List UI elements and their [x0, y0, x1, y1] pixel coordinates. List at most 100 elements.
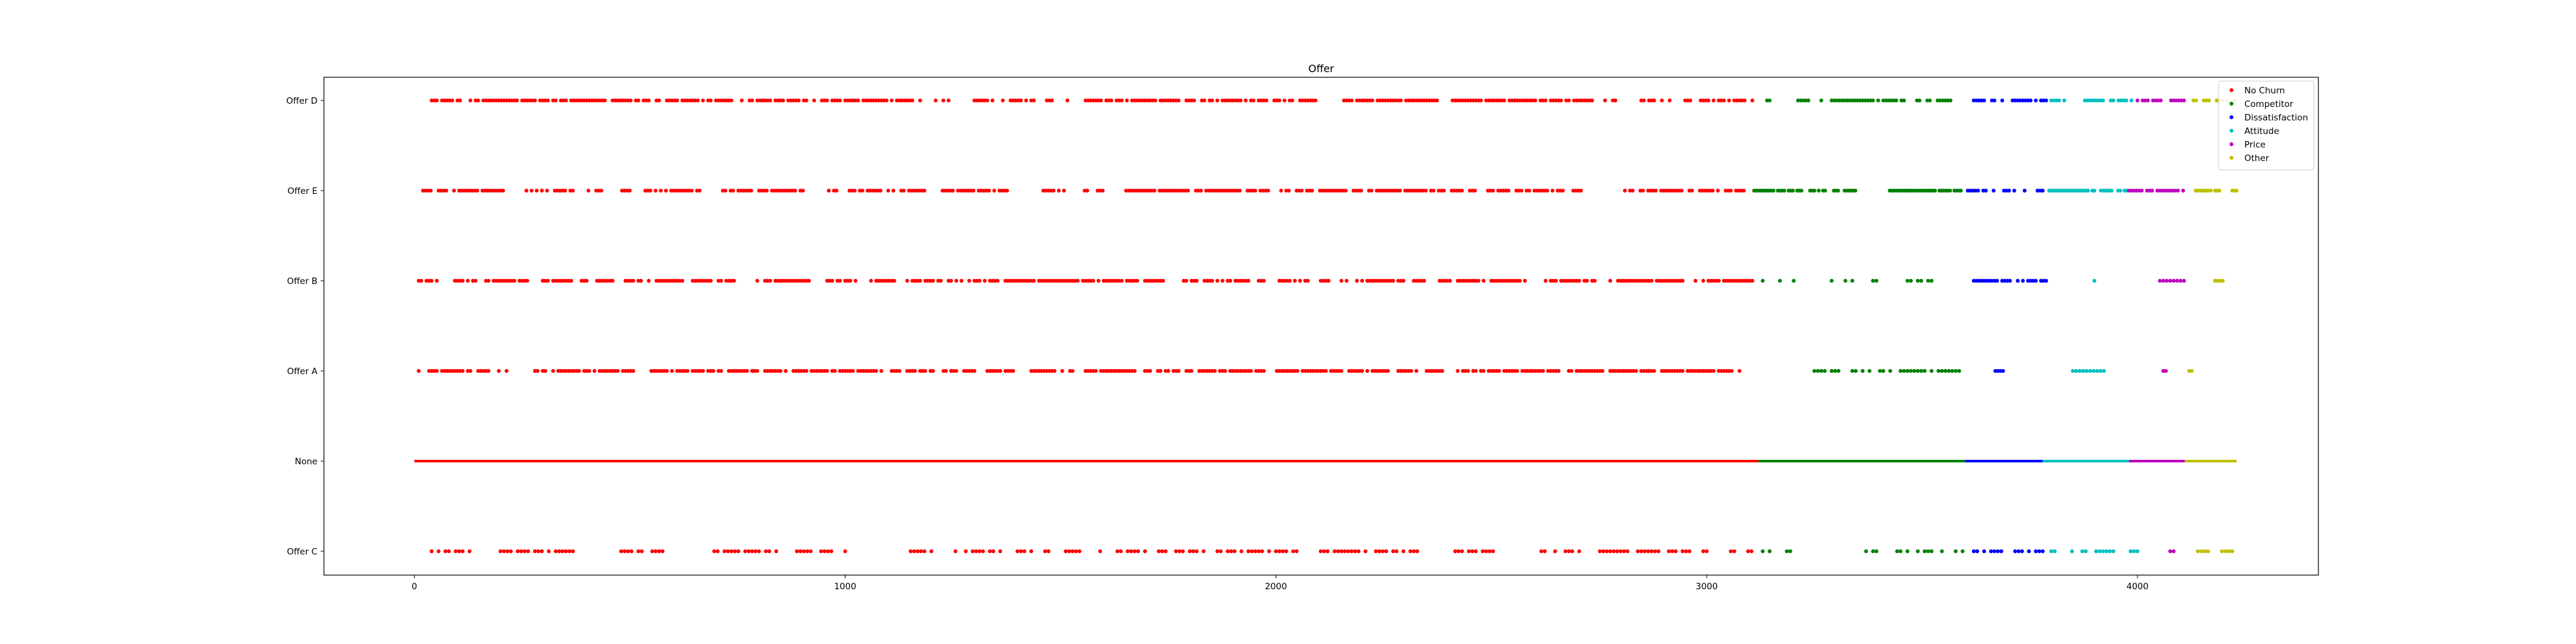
point	[1746, 549, 1750, 553]
point	[533, 99, 537, 102]
point	[1600, 369, 1605, 373]
point	[2111, 549, 2116, 553]
point	[1522, 279, 1527, 283]
point	[1721, 99, 1726, 102]
point	[1899, 369, 1903, 373]
point	[897, 369, 902, 373]
point	[2012, 189, 2016, 193]
point	[2111, 99, 2116, 102]
point	[1363, 549, 1368, 553]
point	[1590, 99, 1595, 102]
point	[2208, 189, 2213, 193]
point	[723, 189, 728, 193]
point	[1210, 279, 1215, 283]
point	[545, 189, 549, 193]
point	[2136, 99, 2140, 102]
point	[1397, 189, 1402, 193]
point	[1343, 189, 1348, 193]
point	[1399, 99, 1403, 102]
point	[1819, 369, 1824, 373]
point	[1622, 549, 1626, 553]
point	[1098, 549, 1103, 553]
point	[430, 279, 434, 283]
point	[829, 549, 833, 553]
point	[2062, 99, 2067, 102]
point	[553, 549, 558, 553]
x-tick-label: 4000	[2126, 582, 2148, 592]
point	[1262, 369, 1266, 373]
point	[701, 99, 705, 102]
point	[991, 549, 996, 553]
y-tick-label: None	[295, 457, 317, 467]
point	[1618, 549, 1623, 553]
point	[1166, 369, 1171, 373]
point	[1164, 549, 1168, 553]
point	[749, 189, 753, 193]
point	[1065, 99, 1070, 102]
point	[1215, 99, 1220, 102]
point	[1481, 549, 1485, 553]
point	[1915, 369, 1920, 373]
point	[1177, 369, 1181, 373]
point	[1905, 279, 1909, 283]
point	[838, 99, 842, 102]
point	[636, 549, 641, 553]
point	[1032, 99, 1036, 102]
y-tick-label: Offer C	[287, 547, 317, 557]
point	[2159, 99, 2163, 102]
point	[1639, 549, 1643, 553]
point	[1917, 99, 1922, 102]
point	[732, 279, 736, 283]
point	[1876, 99, 1880, 102]
point	[998, 549, 1003, 553]
point	[649, 189, 653, 193]
point	[2044, 99, 2049, 102]
point	[1215, 279, 1220, 283]
point	[1929, 279, 1934, 283]
point	[1905, 549, 1909, 553]
point	[535, 189, 539, 193]
point	[1823, 369, 1827, 373]
point	[1649, 279, 1654, 283]
point	[830, 279, 835, 283]
point	[1716, 189, 1720, 193]
point	[2034, 99, 2038, 102]
point	[1971, 549, 1976, 553]
point	[629, 99, 633, 102]
point	[436, 549, 440, 553]
point	[1359, 189, 1363, 193]
point	[533, 549, 537, 553]
point	[1701, 549, 1705, 553]
point	[1933, 189, 1937, 193]
point	[1716, 279, 1721, 283]
point	[1339, 279, 1343, 283]
point	[515, 99, 519, 102]
point	[1940, 549, 1944, 553]
point	[1192, 99, 1197, 102]
point	[2086, 189, 2090, 193]
point	[616, 369, 620, 373]
point	[1074, 549, 1078, 553]
point	[1195, 549, 1199, 553]
point	[1958, 189, 1963, 193]
point	[819, 549, 823, 553]
point	[1539, 549, 1544, 553]
point	[2101, 369, 2106, 373]
point	[1750, 99, 1755, 102]
point	[2234, 189, 2239, 193]
point	[1370, 99, 1375, 102]
point	[1782, 189, 1786, 193]
point	[983, 279, 987, 283]
point	[1184, 279, 1189, 283]
point	[1542, 549, 1547, 553]
point	[746, 549, 751, 553]
point	[1593, 279, 1597, 283]
legend-label: Competitor	[2244, 99, 2293, 109]
point	[802, 549, 806, 553]
point	[1912, 369, 1917, 373]
point	[1360, 369, 1365, 373]
point	[1318, 549, 1323, 553]
point	[468, 369, 473, 373]
point	[2044, 279, 2049, 283]
point	[525, 279, 529, 283]
